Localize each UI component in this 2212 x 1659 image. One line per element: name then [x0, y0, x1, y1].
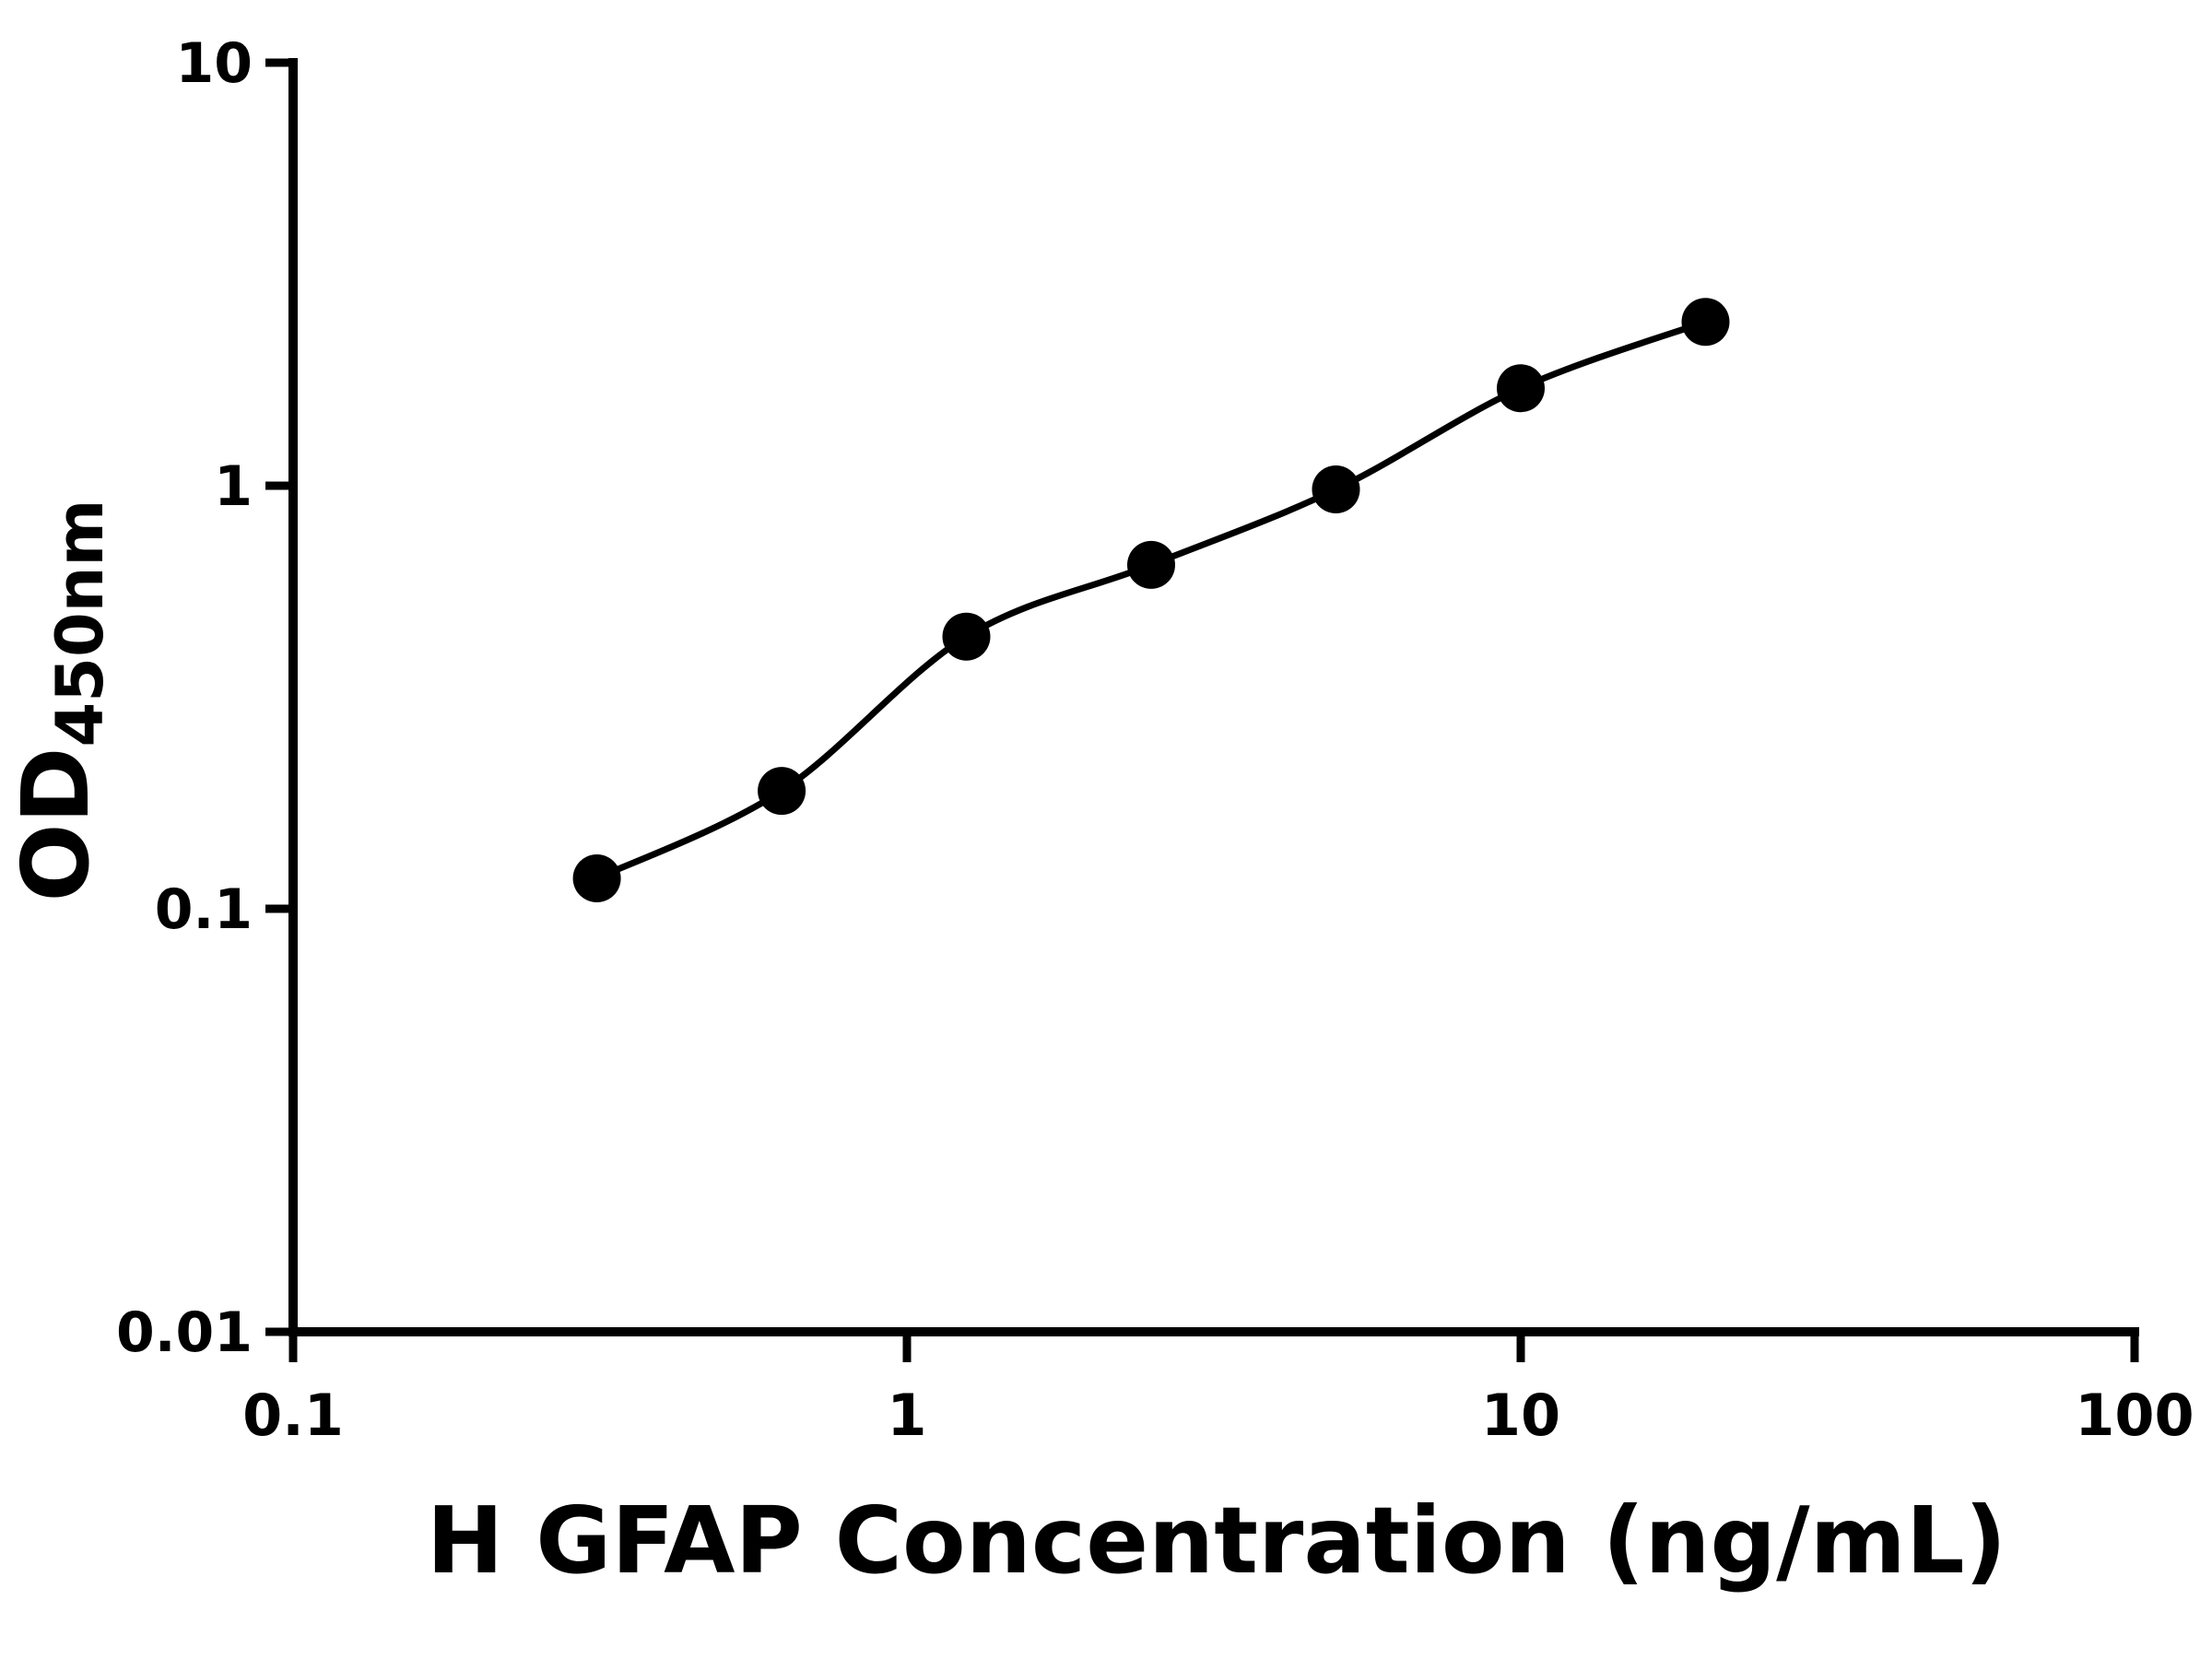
x-tick-label: 0.1	[242, 1382, 344, 1449]
y-tick-label: 1	[214, 454, 253, 519]
y-tick-label: 0.01	[116, 1300, 253, 1365]
y-axis-title-subscript: 450nm	[42, 500, 118, 747]
data-point	[1681, 298, 1730, 347]
data-point	[572, 854, 621, 902]
y-axis-title: OD450nm	[2, 500, 118, 902]
x-axis-title: H GFAP Concentration (ng/mL)	[427, 1487, 2007, 1594]
data-point	[942, 612, 991, 661]
data-point-layer	[572, 298, 1730, 902]
x-axis-ticks: 0.1 1 10 100	[242, 1332, 2194, 1449]
y-tick-label: 10	[176, 31, 253, 96]
y-axis-ticks: 10 1 0.1 0.01	[116, 31, 293, 1365]
x-tick-label: 100	[2075, 1382, 2194, 1449]
x-tick-label: 1	[887, 1382, 926, 1449]
data-point	[758, 767, 806, 816]
data-point	[1127, 540, 1175, 589]
y-axis-title-main: OD	[2, 747, 110, 901]
data-point	[1497, 364, 1545, 413]
data-point	[1312, 465, 1360, 513]
y-tick-label: 0.1	[155, 877, 253, 942]
x-tick-label: 10	[1481, 1382, 1560, 1449]
